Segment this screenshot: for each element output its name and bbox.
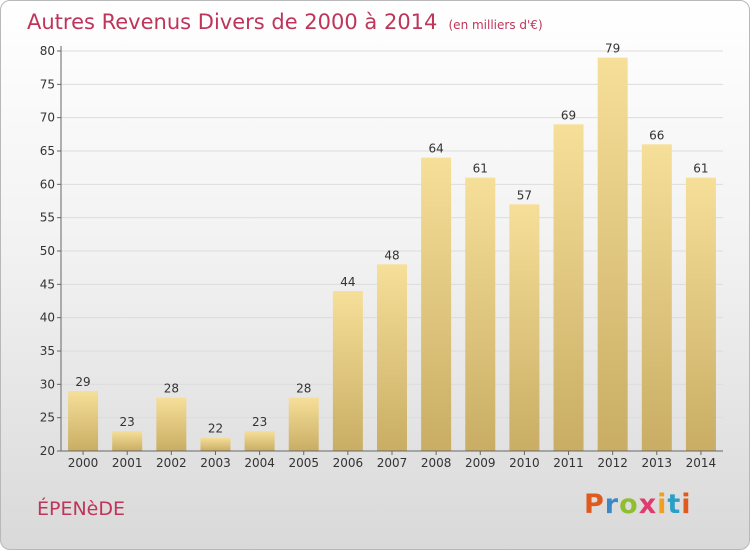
y-tick-label: 25 bbox=[40, 411, 55, 425]
bar-value-label: 28 bbox=[164, 382, 179, 396]
bar bbox=[112, 431, 143, 451]
bar-value-label: 64 bbox=[428, 142, 443, 156]
bar bbox=[509, 204, 540, 451]
bar bbox=[244, 431, 275, 451]
x-tick-label: 2005 bbox=[288, 456, 319, 470]
bar-value-label: 66 bbox=[649, 128, 664, 142]
x-tick-label: 2013 bbox=[642, 456, 673, 470]
y-tick-label: 60 bbox=[40, 177, 55, 191]
y-tick-label: 75 bbox=[40, 77, 55, 91]
bar-value-label: 69 bbox=[561, 108, 576, 122]
bar-value-label: 23 bbox=[252, 415, 267, 429]
x-tick-label: 2000 bbox=[68, 456, 99, 470]
bars: 29 23 28 22 23 28 44 48 64 61 57 69 79 66 61 bbox=[68, 42, 716, 452]
x-tick-label: 2006 bbox=[333, 456, 364, 470]
logo-letter: t bbox=[667, 489, 682, 520]
bar bbox=[332, 291, 363, 451]
x-tick-label: 2004 bbox=[244, 456, 275, 470]
chart-title: Autres Revenus Divers de 2000 à 2014 bbox=[27, 10, 438, 34]
bar bbox=[553, 124, 584, 451]
y-tick-label: 40 bbox=[40, 311, 55, 325]
bar-value-label: 22 bbox=[208, 422, 223, 436]
y-tick-label: 35 bbox=[40, 344, 55, 358]
bar bbox=[377, 264, 407, 451]
x-tick-label: 2001 bbox=[112, 456, 143, 470]
y-tick-label: 30 bbox=[40, 377, 55, 391]
bar-value-label: 79 bbox=[605, 42, 620, 56]
bar bbox=[597, 57, 628, 452]
bar bbox=[200, 437, 231, 451]
x-tick-label: 2009 bbox=[465, 456, 496, 470]
x-tick-label: 2014 bbox=[686, 456, 717, 470]
bar-value-label: 61 bbox=[693, 162, 708, 176]
bar bbox=[68, 391, 99, 451]
bar bbox=[685, 177, 716, 451]
x-tick-label: 2010 bbox=[509, 456, 540, 470]
y-tick-label: 55 bbox=[40, 211, 55, 225]
x-tick-label: 2002 bbox=[156, 456, 187, 470]
y-tick-label: 70 bbox=[40, 111, 55, 125]
proxiti-logo: Proxiti bbox=[584, 489, 692, 520]
bar-value-label: 44 bbox=[340, 275, 355, 289]
y-tick-label: 45 bbox=[40, 277, 55, 291]
bar-value-label: 61 bbox=[473, 162, 488, 176]
bar bbox=[421, 157, 452, 451]
bar-value-label: 23 bbox=[120, 415, 135, 429]
chart-unit: (en milliers d'€) bbox=[448, 18, 543, 32]
logo-letter: P bbox=[584, 489, 605, 520]
bar-value-label: 57 bbox=[517, 188, 532, 202]
bar bbox=[156, 397, 187, 451]
bar-value-label: 29 bbox=[75, 375, 90, 389]
logo-letter: r bbox=[604, 489, 620, 520]
x-tick-label: 2011 bbox=[553, 456, 584, 470]
bar bbox=[288, 397, 319, 451]
bar bbox=[641, 144, 672, 452]
bar-value-label: 28 bbox=[296, 382, 311, 396]
y-tick-label: 65 bbox=[40, 144, 55, 158]
y-tick-label: 80 bbox=[40, 44, 55, 58]
commune-name: ÉPENèDE bbox=[37, 498, 126, 520]
y-tick-label: 20 bbox=[40, 444, 55, 458]
bar bbox=[465, 177, 496, 451]
x-tick-label: 2012 bbox=[597, 456, 628, 470]
x-tick-label: 2008 bbox=[421, 456, 452, 470]
x-tick-label: 2003 bbox=[200, 456, 231, 470]
bar-value-label: 48 bbox=[384, 248, 399, 262]
logo-letter: o bbox=[619, 489, 639, 520]
y-tick-label: 50 bbox=[40, 244, 55, 258]
logo-letter: i bbox=[681, 489, 692, 520]
chart-title-block: Autres Revenus Divers de 2000 à 2014 (en… bbox=[27, 10, 543, 34]
logo-letter: x bbox=[638, 489, 658, 520]
logo-letter: i bbox=[657, 489, 668, 520]
axes: 20 25 30 35 40 45 50 55 60 65 70 75 80 2000 2001 2002 20… bbox=[40, 44, 723, 470]
x-tick-label: 2007 bbox=[377, 456, 408, 470]
